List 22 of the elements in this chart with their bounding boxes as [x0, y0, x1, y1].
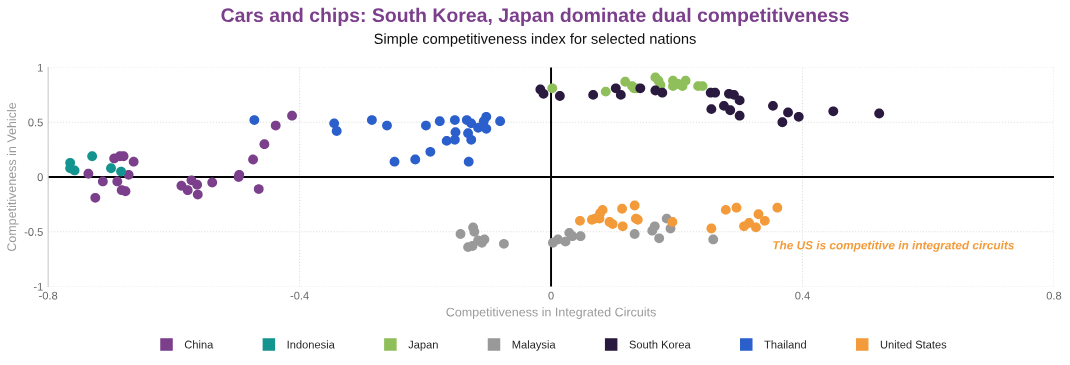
y-tick-label: -0.5 — [24, 228, 43, 236]
chart-subtitle: Simple competitiveness index for selected nations — [374, 33, 696, 47]
x-tick-label: -0.4 — [290, 291, 309, 300]
legend-label: China — [184, 340, 214, 349]
x-tick-label: 0.8 — [1046, 291, 1062, 300]
annotation: The US is competitive in integrated circuits — [773, 240, 1014, 252]
legend-label: Thailand — [764, 340, 806, 349]
chart-title: Cars and chips: South Korea, Japan dominate dual competitiveness — [221, 7, 849, 26]
y-tick-label: 0 — [37, 173, 43, 182]
x-tick-label: -0.8 — [39, 291, 58, 300]
x-tick-label: 0.4 — [795, 291, 810, 300]
legend-label: Japan — [408, 340, 438, 351]
y-tick-label: 0.5 — [28, 118, 43, 127]
legend-label: South Korea — [629, 340, 691, 349]
y-axis-title: Competitiveness in Vehicle — [6, 102, 19, 252]
legend-label: Malaysia — [512, 340, 556, 351]
x-tick-label: 0 — [548, 291, 554, 300]
legend-label: United States — [880, 340, 947, 349]
legend-label: Indonesia — [287, 340, 335, 349]
y-tick-label: -1 — [33, 282, 43, 291]
y-tick-label: 1 — [37, 63, 43, 72]
x-axis-title: Competitiveness in Integrated Circuits — [446, 307, 656, 319]
